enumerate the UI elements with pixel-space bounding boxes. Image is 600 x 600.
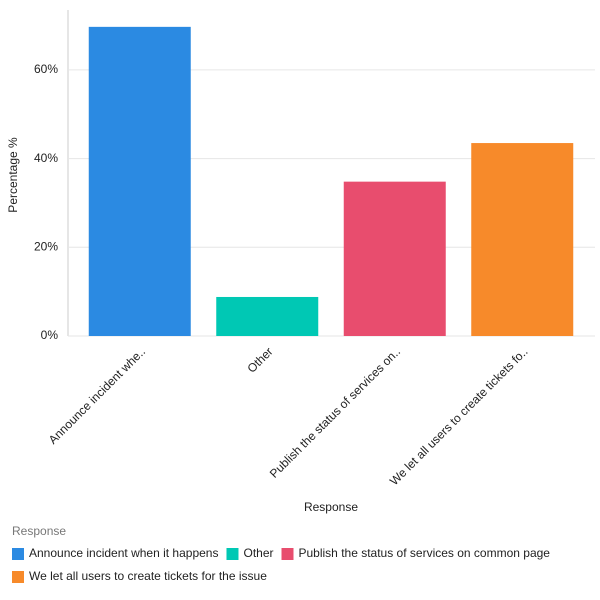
x-tick-label: Publish the status of services on.. [267,344,403,480]
x-tick-label: Announce incident whe.. [46,344,148,446]
legend-label: Other [243,546,273,560]
legend-label: Announce incident when it happens [29,546,218,560]
y-tick-label: 40% [34,151,58,165]
bar [216,296,319,336]
legend-label: Publish the status of services on common… [299,546,551,560]
x-tick-label: We let all users to create tickets fo.. [387,344,531,488]
bar [343,181,446,336]
y-tick-label: 60% [34,62,58,76]
legend-swatch [12,548,24,560]
y-tick-label: 20% [34,239,58,253]
y-tick-label: 0% [41,328,59,342]
legend-swatch [12,571,24,583]
legend-swatch [226,548,239,560]
legend-title: Response [12,524,66,538]
x-axis-title: Response [304,500,358,514]
bar [471,143,574,336]
x-tick-label: Other [244,344,275,375]
legend-swatch [281,548,294,560]
y-axis-title: Percentage % [6,137,20,213]
bar [88,26,191,336]
legend-label: We let all users to create tickets for t… [29,569,267,583]
